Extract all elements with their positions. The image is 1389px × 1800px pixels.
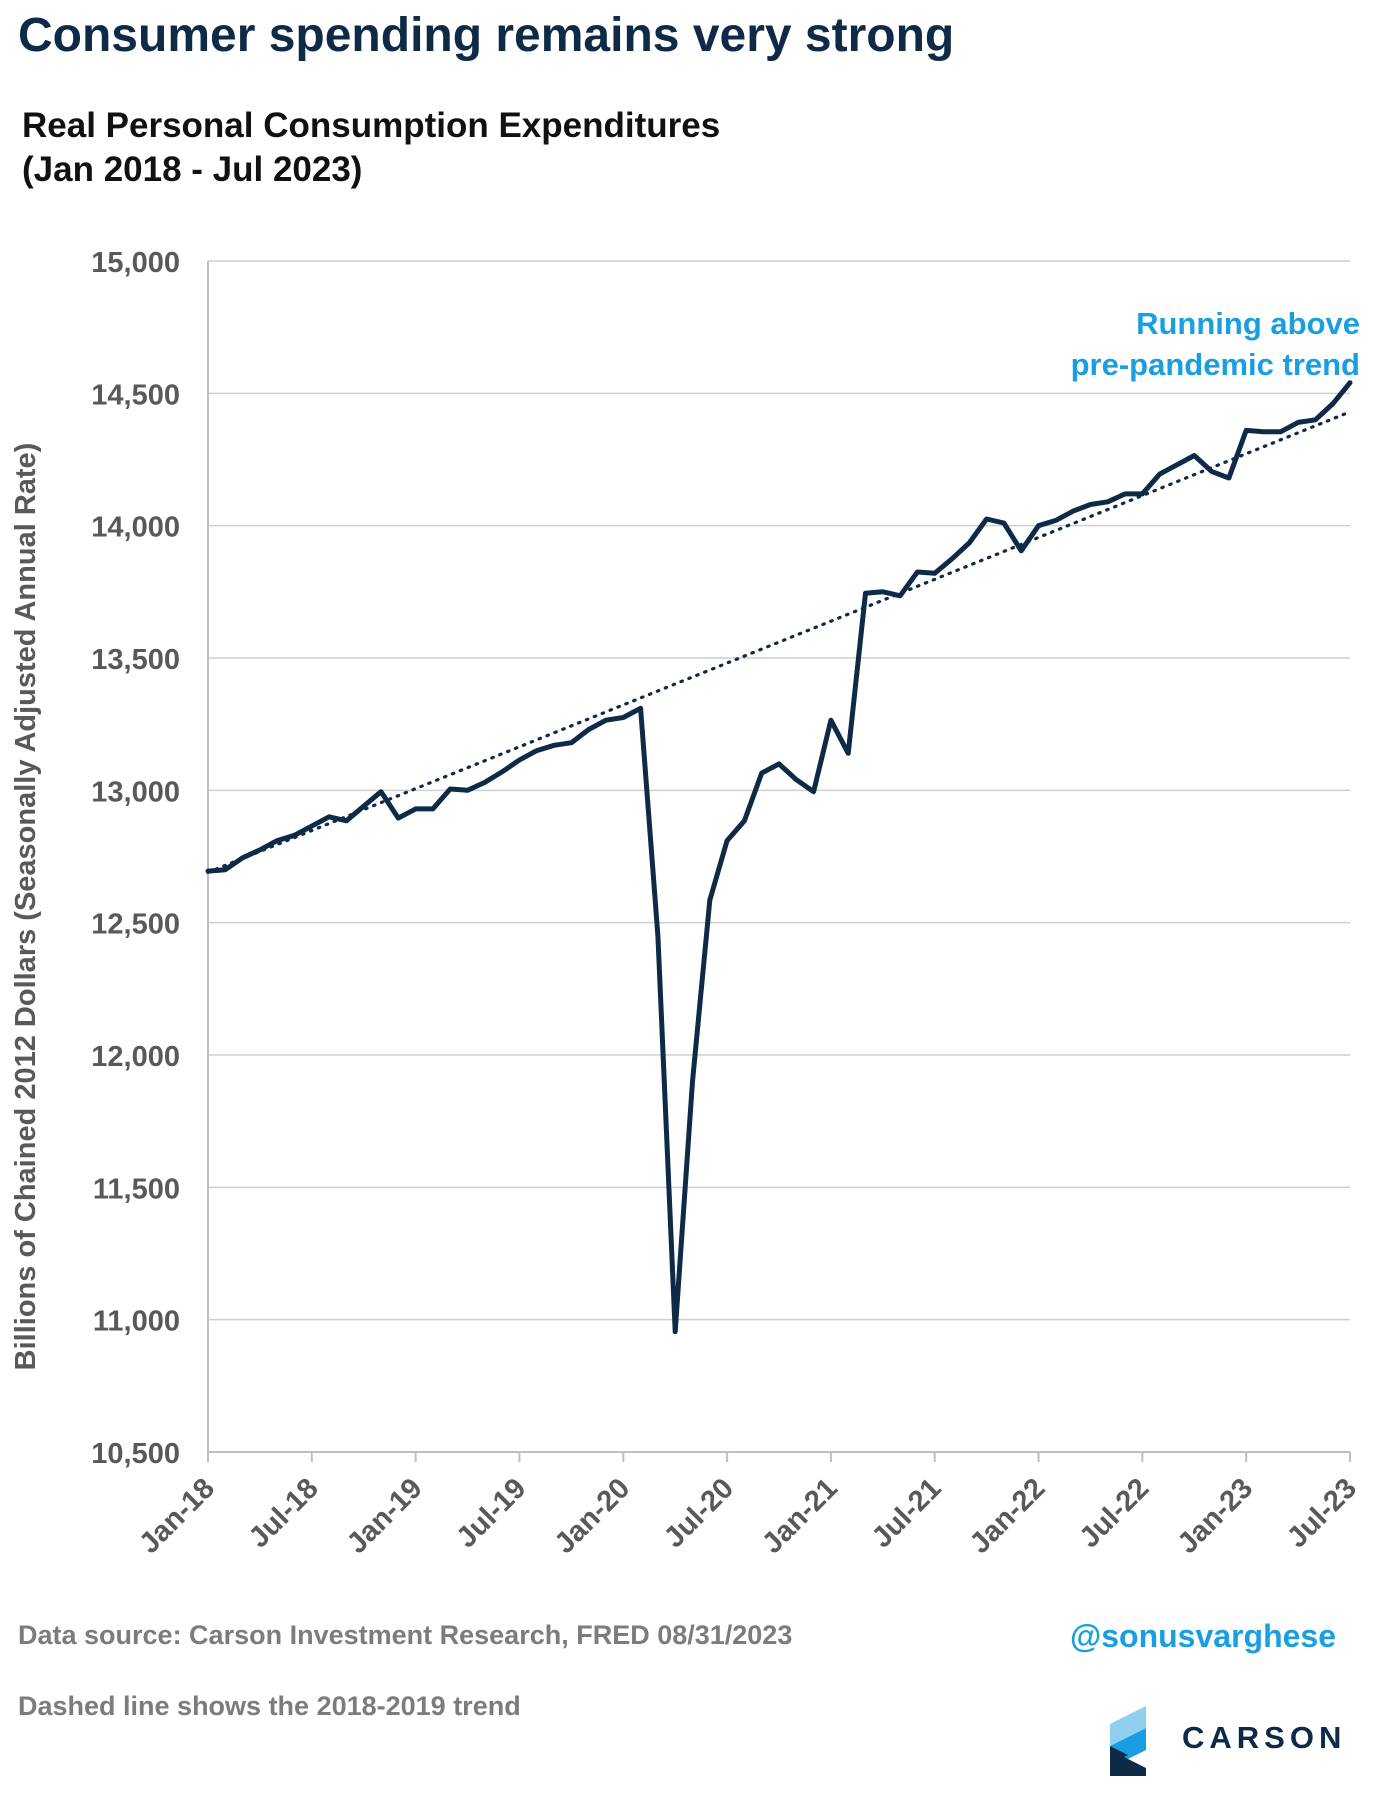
subtitle-line-1: Real Personal Consumption Expenditures xyxy=(22,106,721,145)
chart-title: Consumer spending remains very strong xyxy=(18,9,955,62)
trend-note: Dashed line shows the 2018-2019 trend xyxy=(18,1691,521,1721)
series-line xyxy=(205,380,1353,1335)
y-tick-label: 11,500 xyxy=(93,1173,180,1205)
x-tick-label: Jan-19 xyxy=(341,1472,429,1560)
x-tick-label: Jan-23 xyxy=(1172,1472,1260,1560)
x-tick-label: Jul-18 xyxy=(243,1472,325,1554)
x-tick-label: Jul-21 xyxy=(866,1472,948,1554)
x-tick-label: Jul-19 xyxy=(451,1472,533,1554)
carson-logo-text: CARSON xyxy=(1182,1720,1347,1755)
annotation-line-1: Running above xyxy=(1136,306,1360,341)
x-tick-label: Jul-22 xyxy=(1073,1472,1155,1554)
x-tick-label: Jan-20 xyxy=(549,1472,637,1560)
y-tick-label: 14,500 xyxy=(91,379,180,411)
carson-logo-icon xyxy=(1110,1706,1146,1776)
grid-lines xyxy=(208,260,1350,1321)
line-chart: 10,500 11,000 11,500 12,000 12,500 13,000 13,5… xyxy=(10,247,1363,1560)
carson-logo: CARSON xyxy=(1110,1706,1360,1776)
annotation-line-2: pre-pandemic trend xyxy=(1071,347,1360,382)
x-tick-label: Jan-22 xyxy=(964,1472,1052,1560)
x-tick-label: Jan-18 xyxy=(133,1472,221,1560)
source-note: Data source: Carson Investment Research,… xyxy=(18,1620,793,1650)
y-tick-label: 10,500 xyxy=(91,1438,180,1470)
x-tick-labels: Jan-18 Jul-18 Jan-19 Jul-19 Jan-20 Jul-20 Jan-… xyxy=(133,1472,1363,1560)
y-tick-label: 11,000 xyxy=(93,1306,180,1338)
y-tick-label: 13,000 xyxy=(91,776,180,808)
y-tick-label: 13,500 xyxy=(91,644,180,676)
y-tick-label: 14,000 xyxy=(91,512,180,544)
author-handle[interactable]: @sonusvarghese xyxy=(1070,1618,1336,1654)
y-tick-labels: 10,500 11,000 11,500 12,000 12,500 13,000 13,5… xyxy=(91,247,180,1470)
subtitle-line-2: (Jan 2018 - Jul 2023) xyxy=(22,150,363,189)
axes xyxy=(207,261,1351,1462)
x-tick-label: Jan-21 xyxy=(756,1472,844,1560)
y-tick-label: 15,000 xyxy=(91,247,180,279)
trend-line xyxy=(206,410,1352,874)
chart-subtitle: Real Personal Consumption Expenditures (… xyxy=(22,104,720,192)
y-tick-label: 12,000 xyxy=(91,1041,180,1073)
y-axis-label: Billions of Chained 2012 Dollars (Season… xyxy=(10,443,42,1371)
x-tick-label: Jul-20 xyxy=(658,1472,740,1554)
x-tick-label: Jul-23 xyxy=(1281,1472,1363,1554)
y-tick-label: 12,500 xyxy=(91,909,180,941)
